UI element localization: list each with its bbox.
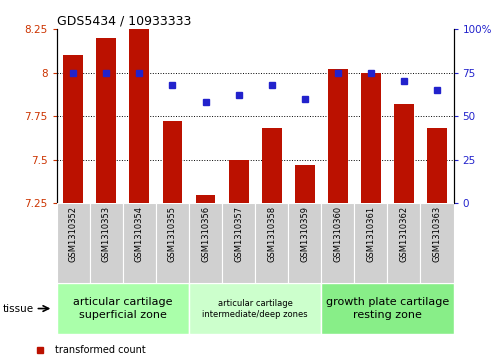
Bar (288, 203, 321, 283)
Bar (394, 104, 414, 203)
Bar (130, 29, 149, 203)
Bar (63, 55, 83, 203)
Bar (189, 283, 321, 334)
Text: GSM1310352: GSM1310352 (69, 206, 78, 262)
Text: GDS5434 / 10933333: GDS5434 / 10933333 (57, 15, 191, 28)
Bar (328, 69, 348, 203)
Bar (90, 203, 123, 283)
Bar (57, 283, 189, 334)
Bar (295, 165, 315, 203)
Bar (229, 160, 248, 203)
Bar (189, 203, 222, 283)
Text: GSM1310357: GSM1310357 (234, 206, 243, 262)
Text: GSM1310358: GSM1310358 (267, 206, 276, 262)
Bar (262, 129, 282, 203)
Text: articular cartilage
intermediate/deep zones: articular cartilage intermediate/deep zo… (202, 298, 308, 319)
Bar (354, 203, 387, 283)
Bar (97, 38, 116, 203)
Text: GSM1310354: GSM1310354 (135, 206, 144, 262)
Text: GSM1310353: GSM1310353 (102, 206, 111, 262)
Text: GSM1310363: GSM1310363 (432, 206, 442, 262)
Text: articular cartilage
superficial zone: articular cartilage superficial zone (73, 297, 173, 320)
Text: GSM1310356: GSM1310356 (201, 206, 210, 262)
Bar (421, 203, 454, 283)
Bar (156, 203, 189, 283)
Text: GSM1310360: GSM1310360 (333, 206, 342, 262)
Text: growth plate cartilage
resting zone: growth plate cartilage resting zone (326, 297, 449, 320)
Text: GSM1310359: GSM1310359 (300, 206, 309, 262)
Text: transformed count: transformed count (55, 345, 146, 355)
Text: GSM1310362: GSM1310362 (399, 206, 409, 262)
Bar (196, 195, 215, 203)
Text: GSM1310355: GSM1310355 (168, 206, 177, 262)
Bar (387, 203, 421, 283)
Bar (57, 203, 90, 283)
Text: GSM1310361: GSM1310361 (366, 206, 375, 262)
Bar (427, 129, 447, 203)
Bar (321, 203, 354, 283)
Text: tissue: tissue (2, 303, 34, 314)
Bar (123, 203, 156, 283)
Bar (222, 203, 255, 283)
Bar (361, 73, 381, 203)
Bar (255, 203, 288, 283)
Bar (163, 121, 182, 203)
Bar (321, 283, 454, 334)
